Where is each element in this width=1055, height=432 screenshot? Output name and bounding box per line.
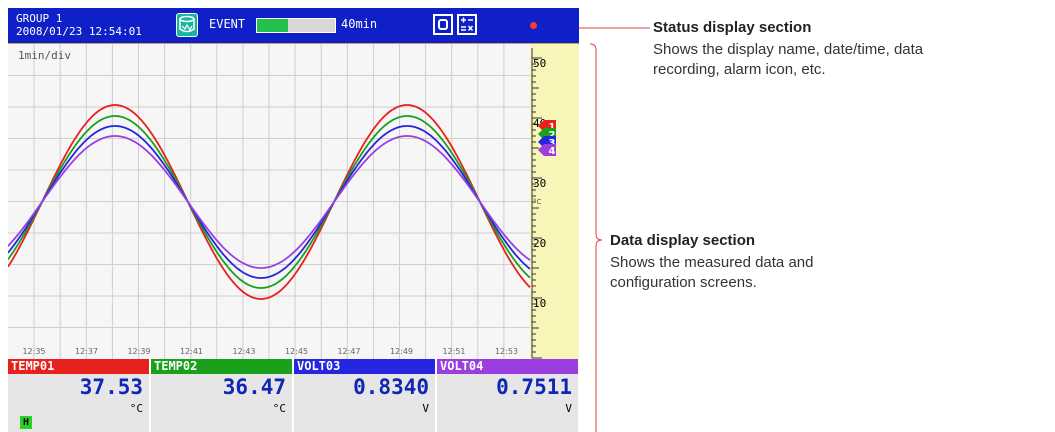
data-callout-title: Data display section: [610, 232, 756, 249]
media-save-icon-inner: [438, 19, 448, 30]
scale-label: 50: [533, 57, 546, 70]
channel-name: TEMP01: [8, 359, 149, 374]
time-tick-label: 12:39: [127, 347, 150, 356]
status-bar: GROUP 1 2008/01/23 12:54:01 EVENT 40min: [8, 8, 579, 44]
display-name-datetime: GROUP 1 2008/01/23 12:54:01: [16, 12, 142, 38]
status-callout-title: Status display section: [653, 19, 812, 36]
digital-value-panel: TEMP01 37.53 °C H TEMP02 36.47 °C VOLT03 0.8340 V…: [8, 359, 579, 432]
time-tick-label: 12:49: [390, 347, 413, 356]
channel-value: 0.7511: [496, 375, 572, 399]
marker-number: 2: [549, 130, 556, 141]
scale-label: 0: [533, 357, 540, 359]
trend-line-volt04: [8, 135, 531, 269]
scale-unit-label: °C: [533, 198, 542, 206]
channel-unit: °C: [272, 402, 286, 415]
time-tick-label: 12:37: [75, 347, 98, 356]
time-tick-label: 12:47: [337, 347, 360, 356]
recording-drum-icon-graphic: [179, 15, 195, 33]
group-name: GROUP 1: [16, 12, 63, 25]
channel-unit: °C: [129, 402, 143, 415]
media-save-icon[interactable]: [433, 14, 453, 35]
marker-number: 3: [549, 138, 556, 149]
channel-box-temp02[interactable]: TEMP02 36.47 °C: [151, 359, 293, 432]
trend-line-temp02: [8, 115, 531, 289]
marker-number: 1: [549, 122, 556, 133]
data-callout-body: Shows the measured data and configuratio…: [610, 253, 813, 293]
channel-unit: V: [565, 402, 572, 415]
scale-label: 20: [533, 237, 546, 250]
time-tick-label: 12:45: [285, 347, 308, 356]
data-display-brace: [589, 43, 603, 432]
alarm-dot-icon: [530, 22, 537, 29]
time-tick-label: 12:51: [442, 347, 465, 356]
math-icon[interactable]: [457, 14, 477, 35]
time-tick-label: 12:53: [495, 347, 518, 356]
time-tick-label: 12:35: [22, 347, 45, 356]
time-tick-label: 12:43: [232, 347, 255, 356]
status-callout-line2: recording, alarm icon, etc.: [653, 61, 826, 78]
channel-box-volt03[interactable]: VOLT03 0.8340 V: [294, 359, 436, 432]
status-callout-body: Shows the display name, date/time, data …: [653, 40, 923, 80]
scale-background: [530, 44, 579, 359]
marker-shape: [538, 144, 556, 156]
memory-bar: [256, 18, 336, 33]
datetime: 2008/01/23 12:54:01: [16, 25, 142, 38]
memory-time: 40min: [341, 17, 378, 31]
channel-value: 36.47: [222, 375, 286, 399]
event-label: EVENT: [209, 17, 246, 31]
channel-unit: V: [422, 402, 429, 415]
channel-name: VOLT04: [437, 359, 578, 374]
trend-line-temp01: [8, 104, 531, 300]
data-callout-line2: configuration screens.: [610, 274, 757, 291]
time-tick-label: 12:41: [180, 347, 203, 356]
channel-marker-4: 4: [538, 144, 556, 157]
channel-box-temp01[interactable]: TEMP01 37.53 °C H: [8, 359, 150, 432]
math-icon-graphic: [461, 17, 474, 31]
data-callout-line1: Shows the measured data and: [610, 254, 814, 271]
scale-label: 10: [533, 297, 546, 310]
scale-label: 30: [533, 177, 546, 190]
recorder-screen: GROUP 1 2008/01/23 12:54:01 EVENT 40min: [8, 8, 579, 432]
channel-name: TEMP02: [151, 359, 292, 374]
channel-value: 0.8340: [353, 375, 429, 399]
alarm-badge: H: [20, 416, 32, 429]
memory-bar-fill: [257, 19, 289, 32]
channel-value: 37.53: [79, 375, 143, 399]
status-callout-line1: Shows the display name, date/time, data: [653, 41, 924, 58]
timebase-label: 1min/div: [18, 49, 71, 62]
channel-box-volt04[interactable]: VOLT04 0.7511 V: [437, 359, 579, 432]
channel-name: VOLT03: [294, 359, 435, 374]
marker-number: 4: [549, 146, 556, 157]
recording-drum-icon[interactable]: [176, 13, 198, 37]
trend-line-volt03: [8, 125, 531, 279]
